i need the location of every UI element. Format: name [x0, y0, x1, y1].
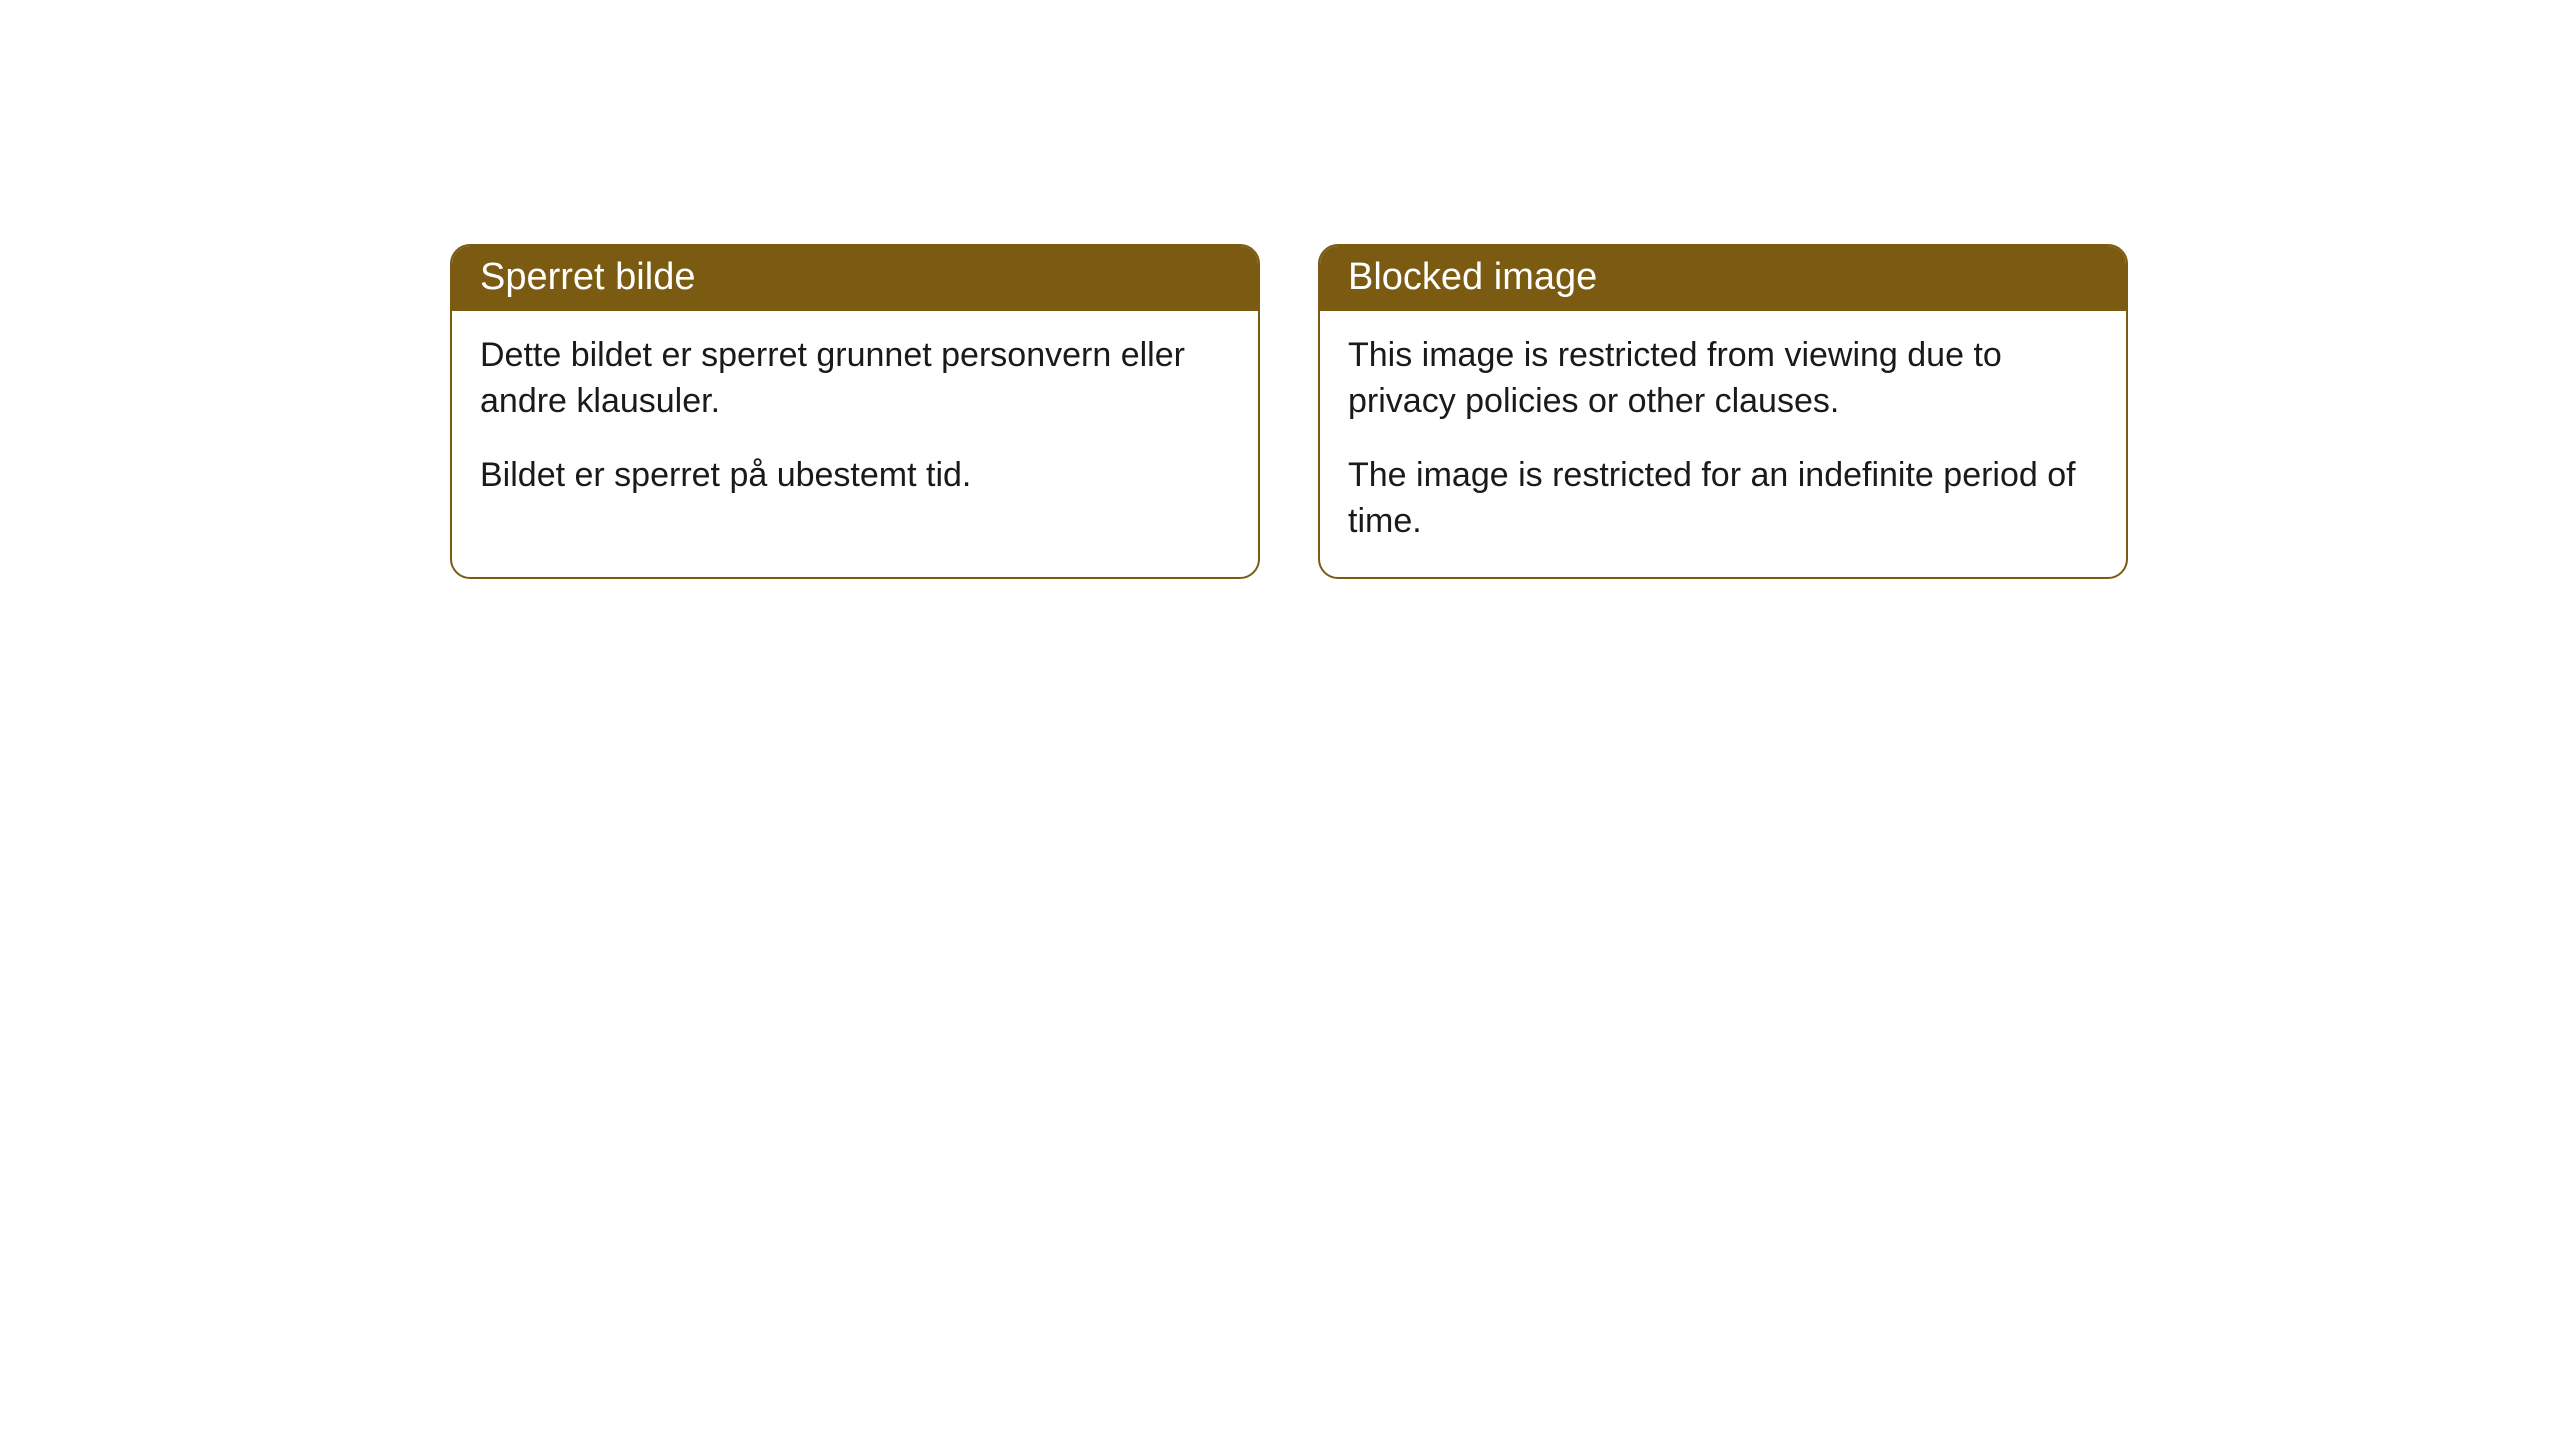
card-body-en: This image is restricted from viewing du…: [1320, 311, 2126, 577]
card-header-en: Blocked image: [1320, 246, 2126, 311]
card-text-en-1: This image is restricted from viewing du…: [1348, 333, 2098, 425]
card-text-no-1: Dette bildet er sperret grunnet personve…: [480, 333, 1230, 425]
card-body-no: Dette bildet er sperret grunnet personve…: [452, 311, 1258, 531]
blocked-image-card-no: Sperret bilde Dette bildet er sperret gr…: [450, 244, 1260, 579]
blocked-image-card-en: Blocked image This image is restricted f…: [1318, 244, 2128, 579]
card-text-en-2: The image is restricted for an indefinit…: [1348, 453, 2098, 545]
card-header-no: Sperret bilde: [452, 246, 1258, 311]
card-text-no-2: Bildet er sperret på ubestemt tid.: [480, 453, 1230, 499]
cards-container: Sperret bilde Dette bildet er sperret gr…: [0, 0, 2560, 579]
